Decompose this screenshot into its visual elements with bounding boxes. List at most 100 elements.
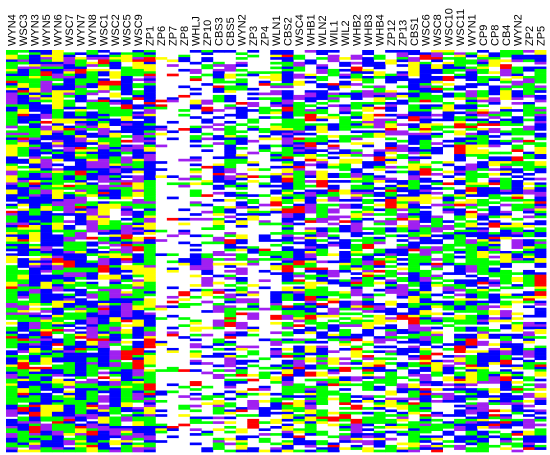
heatmap-cell [212, 177, 225, 181]
heatmap-cell [74, 61, 87, 65]
heatmap-cell [350, 104, 363, 108]
heatmap-cell [431, 76, 443, 79]
heatmap-cell [327, 378, 340, 382]
heatmap-cell [17, 442, 30, 446]
heatmap-cell [304, 111, 317, 115]
heatmap-cell [86, 371, 99, 375]
heatmap-cell [419, 128, 432, 131]
heatmap-cell [74, 255, 87, 259]
heatmap-cell [385, 338, 398, 342]
heatmap-cell [270, 92, 283, 96]
heatmap-cell [454, 362, 466, 365]
heatmap-cell [212, 73, 225, 77]
heatmap-cell [235, 248, 248, 252]
heatmap-cell [281, 246, 294, 249]
heatmap-cell [189, 156, 202, 160]
heatmap-cell [17, 300, 30, 304]
heatmap-cell [281, 220, 294, 223]
heatmap-cell [373, 232, 386, 235]
heatmap-cell [373, 378, 386, 382]
heatmap-cell [442, 194, 455, 197]
heatmap-cell [86, 106, 99, 110]
heatmap-cell [281, 267, 294, 271]
heatmap-cell [132, 433, 145, 436]
heatmap-cell [385, 444, 398, 448]
heatmap-cell [74, 300, 87, 304]
heatmap-cell [362, 90, 375, 93]
heatmap-cell [17, 243, 30, 247]
heatmap-cell [143, 319, 156, 323]
heatmap-cell [143, 99, 156, 103]
heatmap-cell [362, 78, 375, 82]
heatmap-cell [212, 99, 225, 103]
heatmap-cell [408, 80, 421, 84]
heatmap-cell [304, 425, 317, 429]
heatmap-cell [132, 156, 145, 160]
heatmap-cell [51, 418, 64, 422]
heatmap-cell [97, 329, 110, 332]
heatmap-cell [385, 371, 398, 375]
heatmap-cell [132, 357, 145, 361]
heatmap-cell [97, 253, 110, 257]
heatmap-cell [224, 362, 237, 365]
heatmap-cell [293, 281, 306, 285]
heatmap-cell [63, 156, 76, 160]
heatmap-cell [40, 352, 53, 356]
heatmap-cell [431, 142, 443, 145]
heatmap-cell [51, 357, 64, 361]
heatmap-cell [419, 388, 432, 391]
heatmap-cell [431, 80, 443, 84]
heatmap-cell [28, 217, 41, 221]
heatmap-cell [109, 295, 122, 299]
heatmap-cell [97, 239, 110, 242]
heatmap-cell [74, 260, 87, 264]
heatmap-cell [132, 310, 145, 313]
heatmap-cell [17, 440, 30, 443]
heatmap-cell [247, 425, 260, 429]
heatmap-cell [28, 163, 41, 167]
heatmap-cell [373, 161, 386, 164]
heatmap-cell [350, 288, 363, 292]
heatmap-cell [385, 132, 398, 136]
heatmap-cell [408, 300, 421, 304]
heatmap-cell [178, 128, 191, 131]
heatmap-cell [431, 97, 443, 100]
heatmap-cell [74, 414, 87, 417]
heatmap-cell [465, 373, 478, 377]
heatmap-cell [6, 189, 18, 193]
heatmap-cell [293, 414, 306, 417]
column-label-31: WHB3 [363, 14, 375, 46]
heatmap-cell [408, 449, 421, 453]
heatmap-cell [350, 411, 363, 415]
heatmap-cell [247, 435, 260, 439]
heatmap-cell [293, 395, 306, 398]
heatmap-cell [442, 347, 455, 351]
heatmap-cell [109, 137, 122, 141]
heatmap-cell [120, 409, 133, 413]
heatmap-cell [6, 194, 18, 197]
heatmap-cell [40, 428, 53, 432]
heatmap-cell [339, 215, 352, 219]
heatmap-cell [477, 94, 489, 98]
heatmap-cell [132, 428, 145, 432]
heatmap-cell [201, 291, 214, 294]
heatmap-cell [40, 66, 53, 70]
heatmap-cell [477, 359, 489, 363]
heatmap-cell [281, 442, 294, 446]
heatmap-cell [224, 402, 237, 405]
heatmap-cell [28, 184, 41, 188]
heatmap-cell [258, 376, 271, 379]
heatmap-cell [224, 397, 237, 401]
heatmap-cell [419, 274, 432, 278]
heatmap-cell [293, 139, 306, 143]
heatmap-cell [316, 154, 329, 157]
heatmap-cell [132, 392, 145, 396]
heatmap-cell [304, 125, 317, 129]
heatmap-cell [63, 194, 76, 197]
heatmap-cell [270, 90, 283, 93]
heatmap-cell [442, 243, 455, 247]
heatmap-cell [6, 295, 18, 299]
heatmap-cell [17, 423, 30, 427]
heatmap-cell [212, 444, 225, 448]
heatmap-cell [327, 272, 340, 275]
